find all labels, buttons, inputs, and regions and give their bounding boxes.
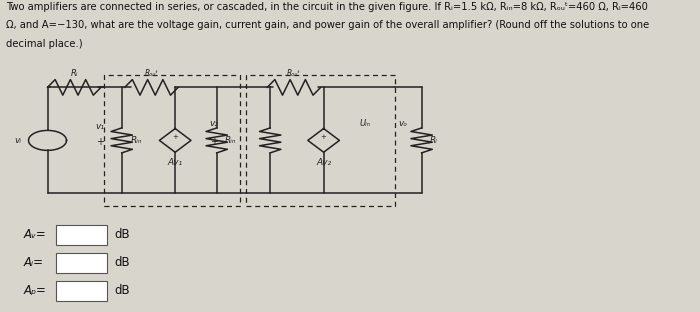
Text: +: + xyxy=(96,137,104,147)
Text: Aᵢ=: Aᵢ= xyxy=(24,256,44,269)
Text: +: + xyxy=(321,134,327,140)
Text: v₂: v₂ xyxy=(209,119,218,128)
Text: Rᵢₙ: Rᵢₙ xyxy=(225,136,236,145)
FancyBboxPatch shape xyxy=(57,225,107,245)
FancyBboxPatch shape xyxy=(57,281,107,301)
Text: Rₗ: Rₗ xyxy=(429,136,437,145)
Text: vᵢ: vᵢ xyxy=(15,136,22,145)
Text: Rᵢ: Rᵢ xyxy=(71,69,78,78)
Text: Aₚ=: Aₚ= xyxy=(24,284,47,297)
Text: dB: dB xyxy=(114,227,130,241)
Text: +: + xyxy=(210,137,218,147)
Text: v₁: v₁ xyxy=(95,122,104,131)
Text: Rᵢₙ: Rᵢₙ xyxy=(131,136,142,145)
Text: decimal place.): decimal place.) xyxy=(6,39,83,49)
Text: Ω, and A=−130, what are the voltage gain, current gain, and power gain of the ov: Ω, and A=−130, what are the voltage gain… xyxy=(6,20,649,30)
Text: Av₁: Av₁ xyxy=(167,158,183,167)
Text: Aᵥ=: Aᵥ= xyxy=(24,227,46,241)
FancyBboxPatch shape xyxy=(57,253,107,273)
Text: Rₒᵤᵗ: Rₒᵤᵗ xyxy=(145,69,158,78)
Text: dB: dB xyxy=(114,284,130,297)
Text: Av₂: Av₂ xyxy=(316,158,331,167)
Text: Rₒᵤᵗ: Rₒᵤᵗ xyxy=(287,69,301,78)
Text: dB: dB xyxy=(114,256,130,269)
Text: Two amplifiers are connected in series, or cascaded, in the circuit in the given: Two amplifiers are connected in series, … xyxy=(6,2,648,12)
Text: vₒ: vₒ xyxy=(398,119,407,128)
Text: +: + xyxy=(172,134,178,140)
Text: Uᵢₙ: Uᵢₙ xyxy=(360,119,371,128)
